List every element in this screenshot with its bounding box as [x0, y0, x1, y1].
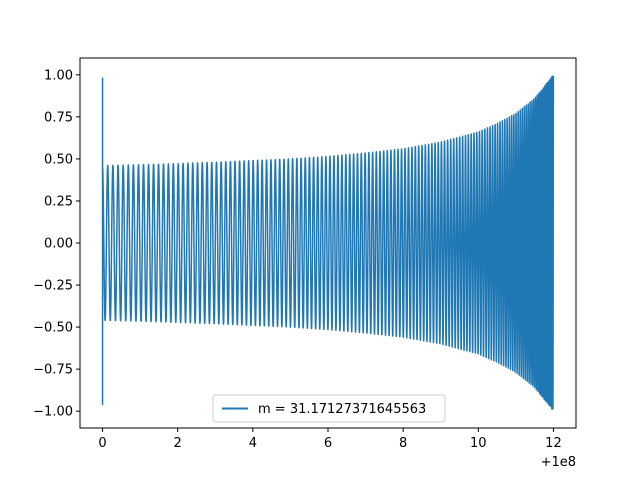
legend-box	[212, 394, 446, 423]
y-tick-label: 0.25	[44, 194, 73, 209]
legend: m = 31.17127371645563	[212, 394, 446, 423]
x-axis: 0 2 4 6 8 10 12	[98, 428, 562, 451]
y-tick-label: 1.00	[44, 68, 73, 83]
x-tick-label: 0	[98, 436, 106, 451]
x-tick-label: 10	[470, 436, 487, 451]
x-tick-label: 2	[174, 436, 182, 451]
plot-area	[101, 75, 555, 410]
x-offset-label: +1e8	[541, 455, 576, 470]
y-tick-label: −0.25	[33, 279, 73, 294]
x-tick-label: 12	[545, 436, 562, 451]
y-tick-label: −1.00	[33, 405, 73, 420]
y-tick-label: 0.75	[44, 110, 73, 125]
x-tick-label: 6	[324, 436, 332, 451]
x-tick-label: 8	[399, 436, 407, 451]
y-tick-label: 0.50	[44, 152, 73, 167]
y-tick-label: 0.00	[44, 237, 73, 252]
x-tick-label: 4	[249, 436, 257, 451]
legend-entry-label: m = 31.17127371645563	[258, 402, 426, 417]
y-axis: −1.00 −0.75 −0.50 −0.25 0.00 0.25 0.50 0.75 1.00	[33, 68, 80, 420]
y-tick-label: −0.50	[33, 321, 73, 336]
series-line	[101, 75, 555, 410]
y-tick-label: −0.75	[33, 363, 73, 378]
